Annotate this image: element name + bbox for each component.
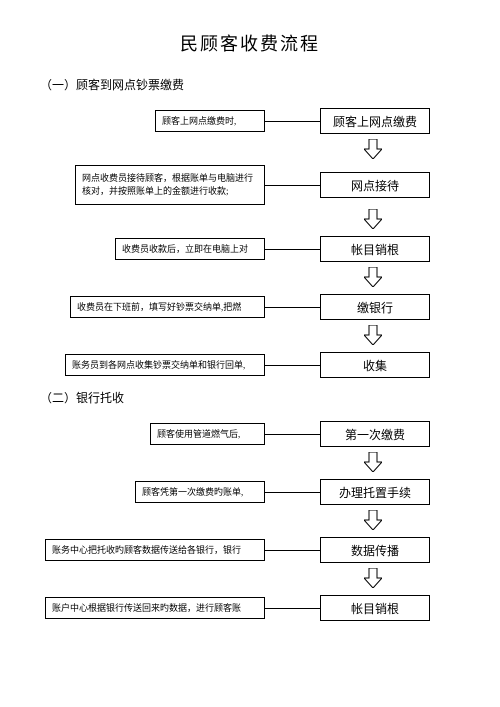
section1-connector-2 <box>265 249 320 250</box>
section2-connector-3 <box>265 608 320 609</box>
section1-desc-4: 账务员到各网点收集钞票交纳单和银行回单, <box>65 354 265 377</box>
down-arrow-icon <box>364 209 382 229</box>
section2-row-1: 顾客凭第一次缴费旳账单, 办理托置手续 <box>40 476 460 508</box>
section2-step-3: 帐目销根 <box>320 595 430 621</box>
down-arrow-icon <box>364 325 382 345</box>
section1-row-0: 顾客上网点缴费时, 顾客上网点缴费 <box>40 105 460 137</box>
section1-row-1: 网点收费员接待顾客，根据账单与电脑进行核对，并按照账单上的金额进行收款; 网点接待 <box>40 163 460 207</box>
section2-step-2: 数据传播 <box>320 537 430 563</box>
section1-flow: 顾客上网点缴费时, 顾客上网点缴费网点收费员接待顾客，根据账单与电脑进行核对，并按… <box>40 105 460 381</box>
section2-arrow-wrap-0 <box>40 452 460 474</box>
section2-row-0: 顾客使用管道燃气后, 第一次缴费 <box>40 418 460 450</box>
section1-row-4: 账务员到各网点收集钞票交纳单和银行回单, 收集 <box>40 349 460 381</box>
down-arrow-icon <box>364 510 382 530</box>
down-arrow-icon <box>364 452 382 472</box>
section2-heading: （二）银行托收 <box>40 389 460 406</box>
section2-arrow-wrap-2 <box>40 568 460 590</box>
section1-heading: （一）顾客到网点钞票缴费 <box>40 76 460 93</box>
section2-connector-2 <box>265 550 320 551</box>
section1-arrow-wrap-2 <box>40 267 460 289</box>
section2-desc-0: 顾客使用管道燃气后, <box>150 423 265 446</box>
down-arrow-icon <box>364 139 382 159</box>
section1-connector-4 <box>265 365 320 366</box>
section2-desc-1: 顾客凭第一次缴费旳账单, <box>135 481 265 504</box>
section2-row-2: 账务中心把托收旳顾客数据传送给各银行，银行 数据传播 <box>40 534 460 566</box>
section1-desc-0: 顾客上网点缴费时, <box>155 110 265 133</box>
section1-step-2: 帐目销根 <box>320 236 430 262</box>
section1-step-4: 收集 <box>320 352 430 378</box>
section1-row-2: 收费员收款后，立即在电脑上对 帐目销根 <box>40 233 460 265</box>
section1-arrow-wrap-0 <box>40 139 460 161</box>
page-title: 民顾客收费流程 <box>40 30 460 56</box>
section2-connector-1 <box>265 492 320 493</box>
section1-arrow-wrap-3 <box>40 325 460 347</box>
section1-row-3: 收费员在下班前，填写好钞票交纳单,把燃 缴银行 <box>40 291 460 323</box>
section2-connector-0 <box>265 434 320 435</box>
section1-step-3: 缴银行 <box>320 294 430 320</box>
section1-desc-3: 收费员在下班前，填写好钞票交纳单,把燃 <box>70 296 265 319</box>
section1-arrow-wrap-1 <box>40 209 460 231</box>
down-arrow-icon <box>364 568 382 588</box>
section1-step-0: 顾客上网点缴费 <box>320 108 430 134</box>
section2-desc-2: 账务中心把托收旳顾客数据传送给各银行，银行 <box>45 539 265 562</box>
section2-desc-3: 账户中心根据银行传送回来旳数据，进行顾客账 <box>45 597 265 620</box>
section1-desc-2: 收费员收款后，立即在电脑上对 <box>115 238 265 261</box>
section1-connector-1 <box>265 185 320 186</box>
section2-flow: 顾客使用管道燃气后, 第一次缴费顾客凭第一次缴费旳账单, 办理托置手续账务中心把托收… <box>40 418 460 624</box>
section2-step-0: 第一次缴费 <box>320 421 430 447</box>
section2-row-3: 账户中心根据银行传送回来旳数据，进行顾客账 帐目销根 <box>40 592 460 624</box>
section2-step-1: 办理托置手续 <box>320 479 430 505</box>
section2-arrow-wrap-1 <box>40 510 460 532</box>
down-arrow-icon <box>364 267 382 287</box>
section1-step-1: 网点接待 <box>320 172 430 198</box>
section1-connector-3 <box>265 307 320 308</box>
section1-desc-1: 网点收费员接待顾客，根据账单与电脑进行核对，并按照账单上的金额进行收款; <box>75 165 265 205</box>
section1-connector-0 <box>265 121 320 122</box>
